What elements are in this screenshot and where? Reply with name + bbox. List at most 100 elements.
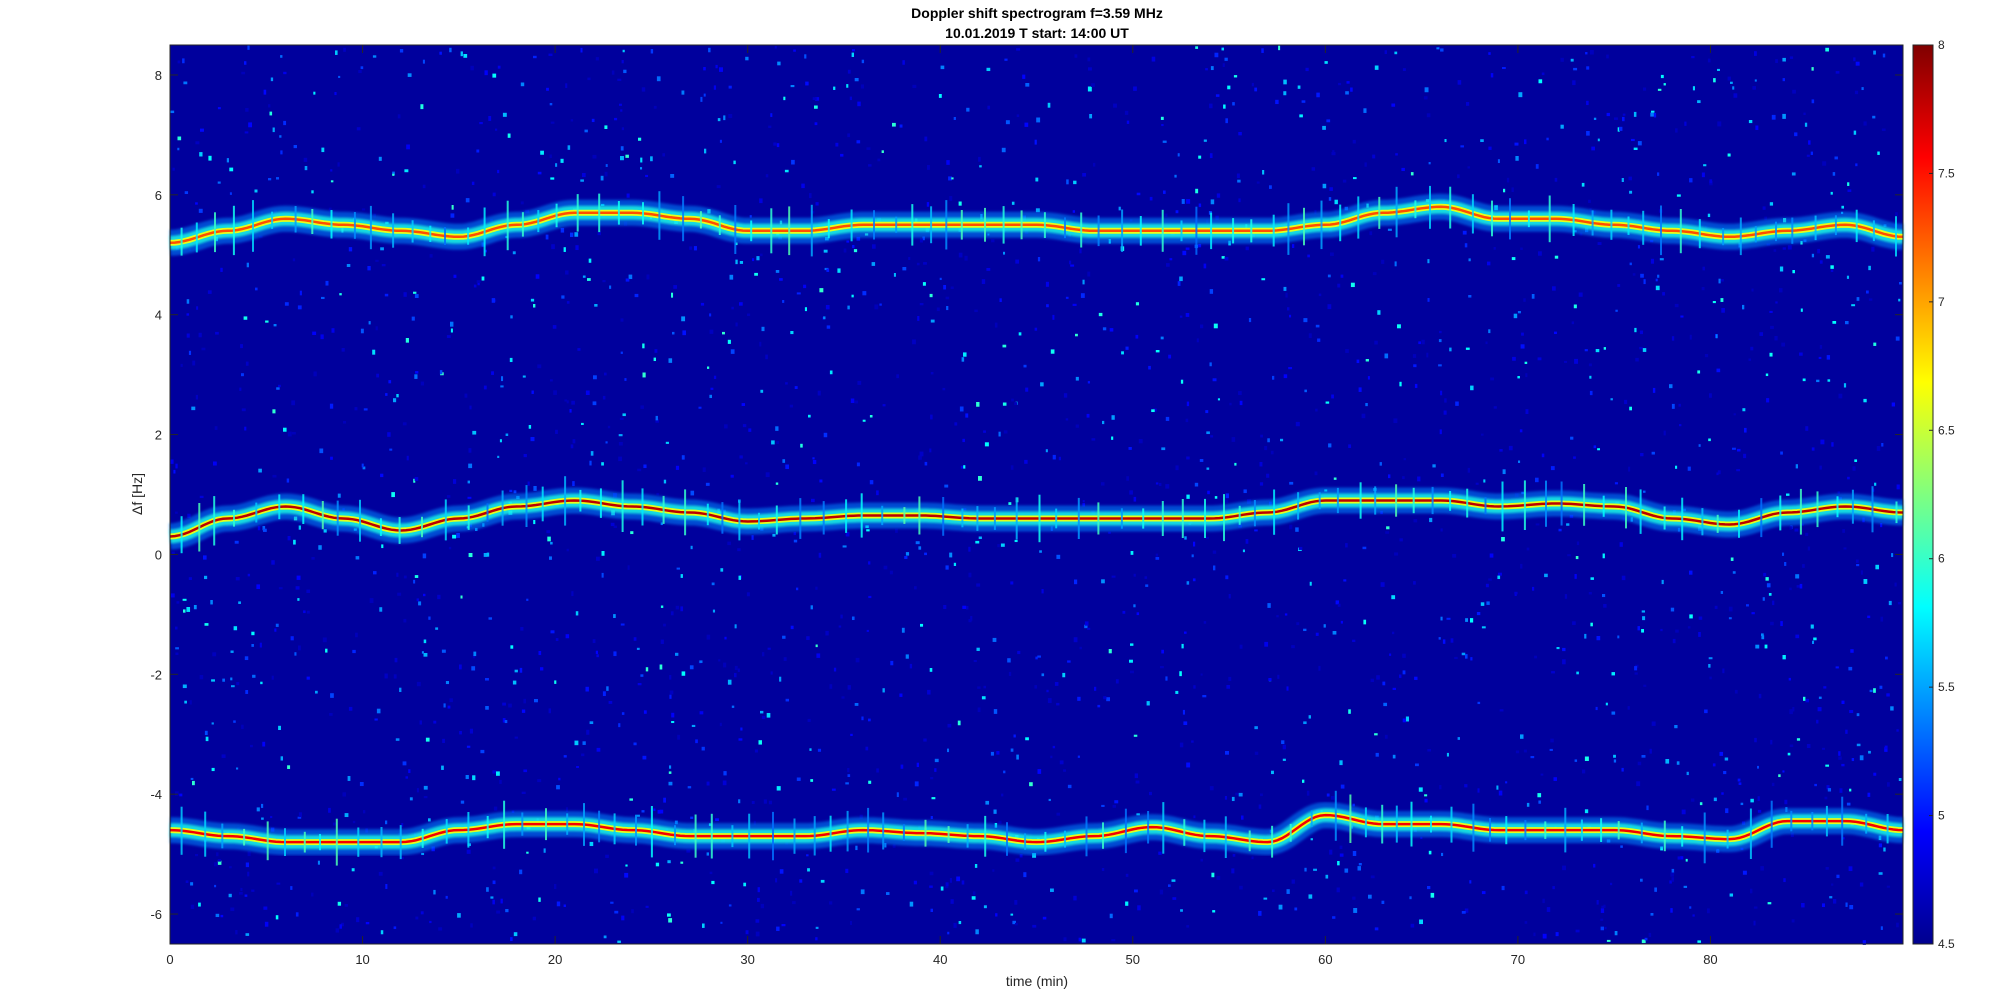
trace-spike xyxy=(895,216,898,233)
noise-speckle xyxy=(1011,201,1015,205)
noise-speckle xyxy=(230,907,235,912)
noise-speckle xyxy=(292,258,296,262)
noise-speckle xyxy=(861,716,864,721)
trace-spike xyxy=(303,831,306,853)
noise-speckle xyxy=(902,267,907,271)
noise-speckle xyxy=(1200,858,1203,862)
trace-spike xyxy=(1161,501,1164,536)
trace-spike xyxy=(1410,801,1413,847)
noise-speckle xyxy=(1503,188,1506,193)
noise-speckle xyxy=(570,444,574,449)
noise-speckle xyxy=(1896,922,1899,928)
noise-speckle xyxy=(760,710,764,714)
noise-speckle xyxy=(862,419,866,422)
noise-speckle xyxy=(622,49,625,53)
noise-speckle xyxy=(1397,324,1401,329)
noise-speckle xyxy=(779,676,782,682)
noise-speckle xyxy=(733,160,736,165)
noise-speckle xyxy=(1374,65,1379,70)
noise-speckle xyxy=(1770,325,1774,329)
noise-speckle xyxy=(1822,903,1825,908)
noise-speckle xyxy=(1082,503,1086,507)
noise-speckle xyxy=(1258,804,1262,809)
noise-speckle xyxy=(291,400,296,406)
noise-speckle xyxy=(1302,779,1305,783)
noise-speckle xyxy=(1238,792,1243,797)
noise-speckle xyxy=(919,303,924,306)
noise-speckle xyxy=(586,729,590,735)
noise-speckle xyxy=(1769,352,1773,357)
noise-speckle xyxy=(775,270,780,273)
noise-speckle xyxy=(1344,868,1349,873)
noise-speckle xyxy=(1533,932,1536,937)
noise-speckle xyxy=(193,605,197,610)
noise-speckle xyxy=(826,325,831,329)
noise-speckle xyxy=(686,849,691,853)
noise-speckle xyxy=(938,94,942,98)
noise-speckle xyxy=(1014,539,1018,543)
noise-speckle xyxy=(868,595,872,599)
noise-speckle xyxy=(1535,164,1539,169)
noise-speckle xyxy=(1782,78,1785,82)
noise-speckle xyxy=(709,329,714,334)
noise-speckle xyxy=(1881,443,1884,447)
noise-speckle xyxy=(912,84,917,88)
noise-speckle xyxy=(1268,678,1272,681)
noise-speckle xyxy=(1151,56,1156,62)
noise-speckle xyxy=(1040,382,1044,387)
noise-speckle xyxy=(1742,870,1747,875)
trace-spike xyxy=(1181,499,1184,538)
noise-speckle xyxy=(1784,562,1787,566)
noise-speckle xyxy=(1334,199,1338,205)
noise-speckle xyxy=(397,114,401,119)
noise-speckle xyxy=(422,59,425,64)
noise-speckle xyxy=(1343,579,1347,582)
trace-spike xyxy=(1775,221,1777,242)
noise-speckle xyxy=(1210,199,1215,205)
noise-speckle xyxy=(450,328,453,333)
noise-speckle xyxy=(1374,927,1379,931)
trace-spike xyxy=(1055,508,1058,529)
noise-speckle xyxy=(504,720,508,724)
noise-speckle xyxy=(617,940,621,943)
noise-speckle xyxy=(604,372,607,376)
noise-speckle xyxy=(1045,449,1048,453)
noise-speckle xyxy=(1322,125,1326,130)
y-tick-label: -6 xyxy=(150,907,162,922)
noise-speckle xyxy=(1013,734,1016,738)
noise-speckle xyxy=(642,372,646,378)
noise-speckle xyxy=(716,185,721,189)
noise-speckle xyxy=(1532,586,1535,591)
noise-speckle xyxy=(1326,119,1331,123)
noise-speckle xyxy=(304,166,308,171)
noise-speckle xyxy=(452,534,457,539)
noise-speckle xyxy=(614,910,619,914)
trace-spike xyxy=(525,485,528,527)
noise-speckle xyxy=(1898,778,1902,782)
noise-speckle xyxy=(829,901,833,905)
noise-speckle xyxy=(857,380,862,385)
noise-speckle xyxy=(865,746,869,751)
noise-speckle xyxy=(244,131,249,134)
noise-speckle xyxy=(1567,554,1571,557)
noise-speckle xyxy=(1113,103,1117,108)
noise-speckle xyxy=(1675,629,1679,633)
noise-speckle xyxy=(475,527,478,531)
noise-speckle xyxy=(1037,257,1041,262)
noise-speckle xyxy=(214,862,218,867)
noise-speckle xyxy=(321,147,325,153)
noise-speckle xyxy=(846,84,849,88)
noise-speckle xyxy=(547,536,551,542)
noise-speckle xyxy=(943,605,947,610)
noise-speckle xyxy=(1395,153,1398,156)
noise-speckle xyxy=(1462,230,1467,235)
noise-speckle xyxy=(892,844,896,848)
noise-speckle xyxy=(1056,702,1060,706)
noise-speckle xyxy=(722,331,725,335)
noise-speckle xyxy=(767,647,771,650)
noise-speckle xyxy=(1698,444,1701,447)
noise-speckle xyxy=(847,305,850,310)
noise-speckle xyxy=(1888,600,1892,606)
noise-speckle xyxy=(620,351,623,354)
noise-speckle xyxy=(1820,439,1825,445)
